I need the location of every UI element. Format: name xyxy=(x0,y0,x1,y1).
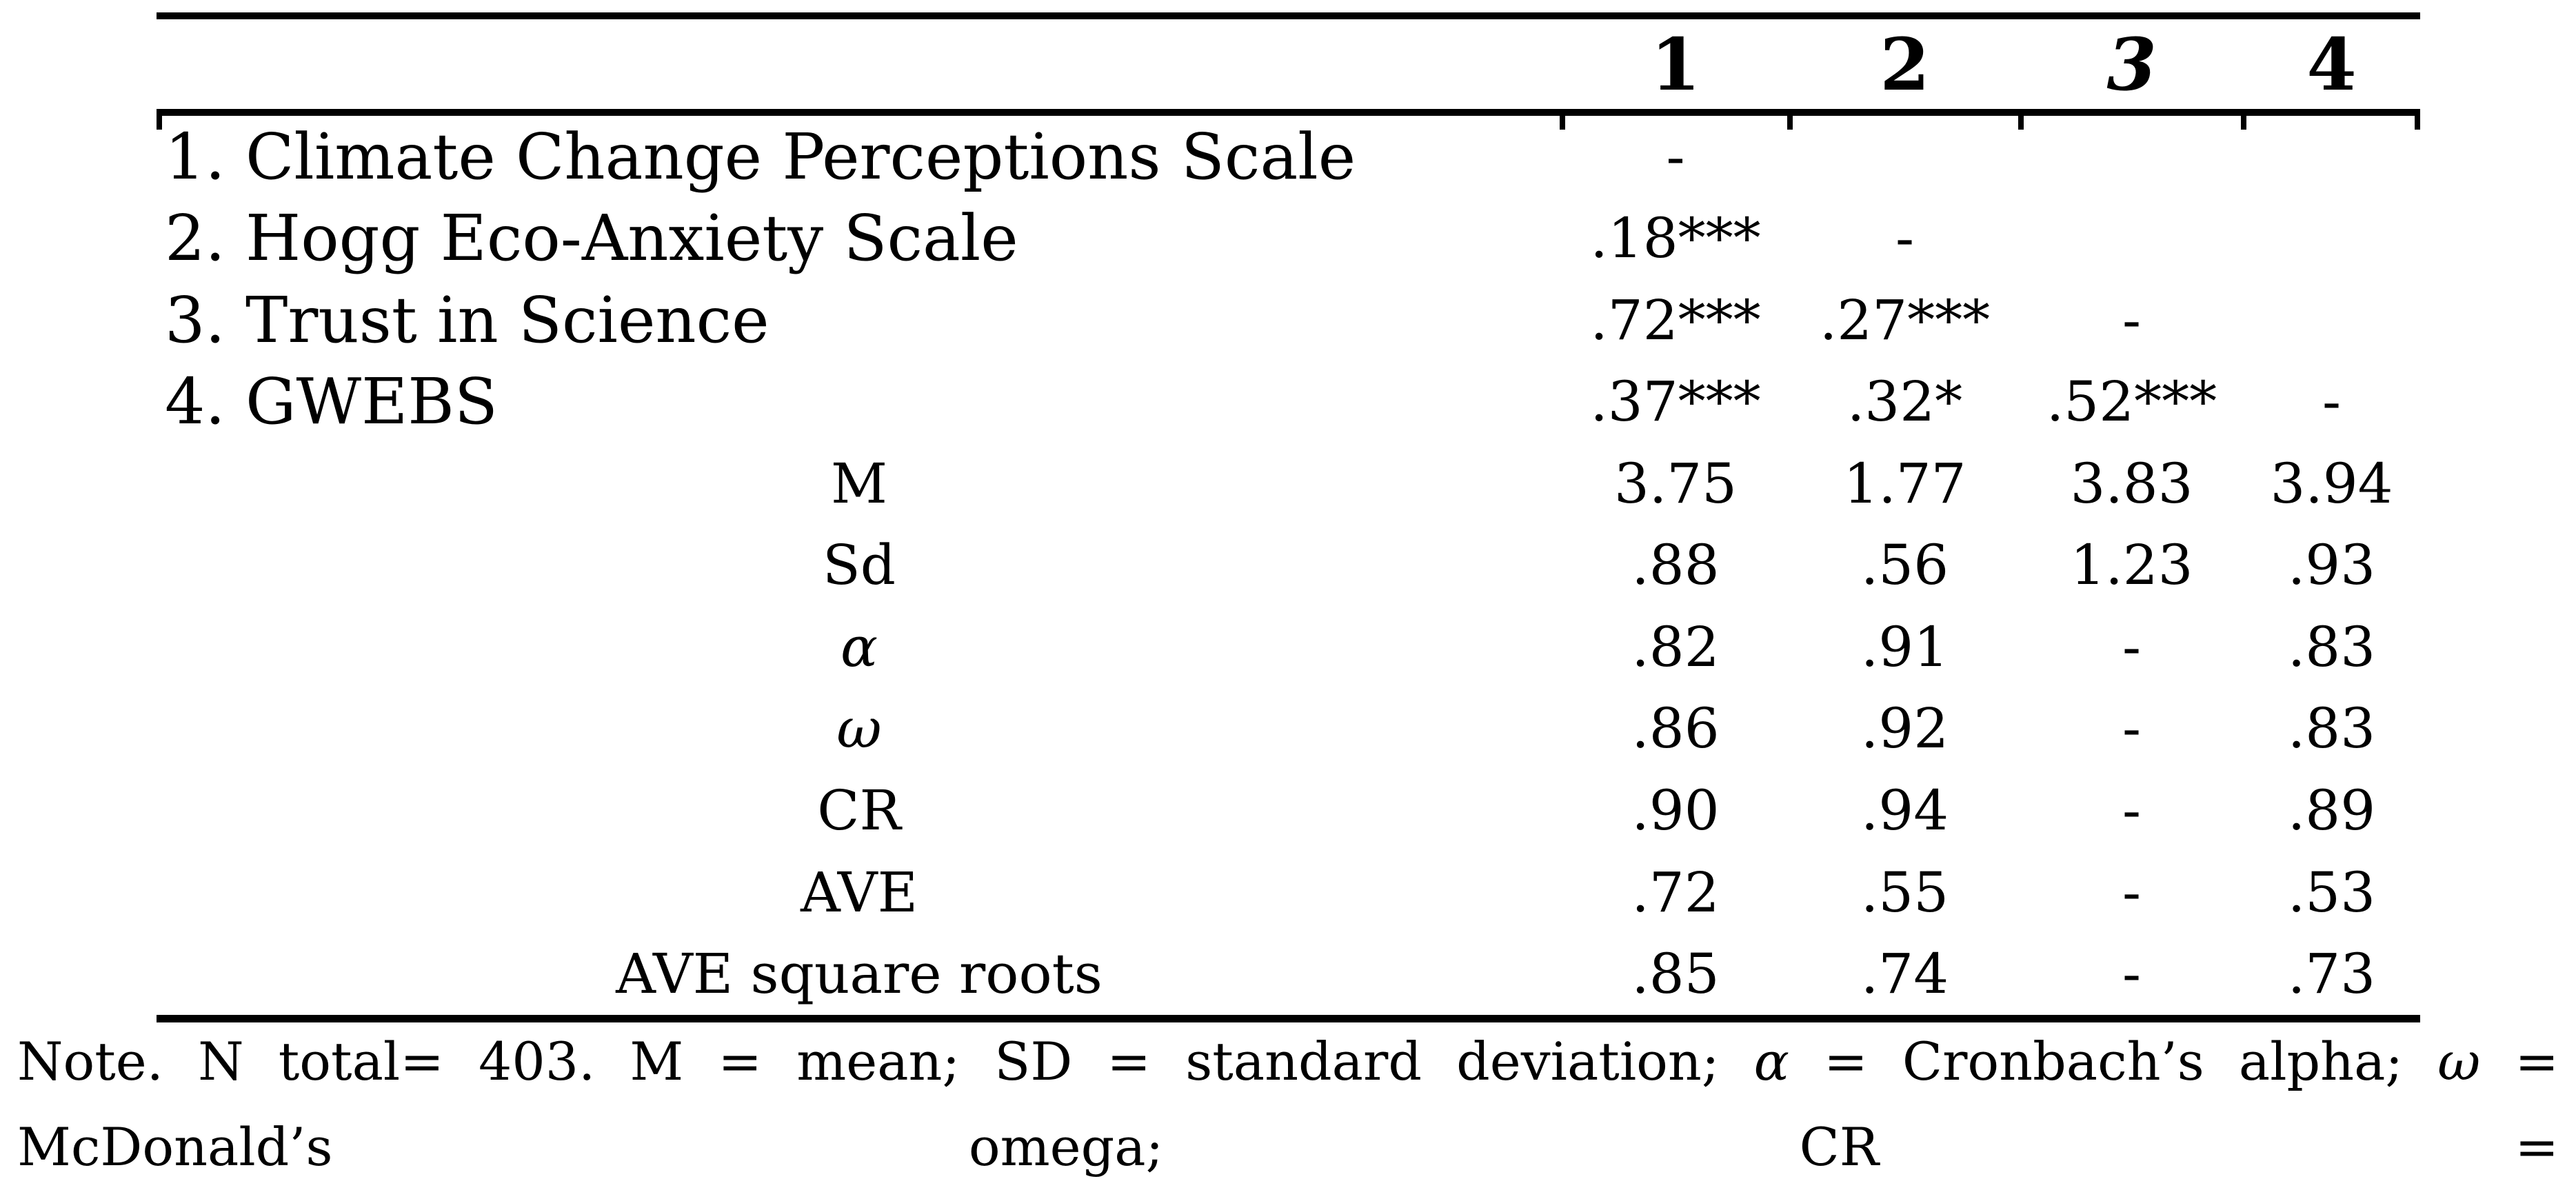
column-header-2: 2 xyxy=(1880,21,1930,107)
cell-value: .88 xyxy=(1631,533,1720,598)
row-label-omega: ω xyxy=(836,696,882,761)
cell-value: - xyxy=(1666,124,1685,189)
table-row: 4. GWEBS .37*** .32* .52*** - xyxy=(157,361,2420,443)
table-row: 2. Hogg Eco-Anxiety Scale .18*** - xyxy=(157,198,2420,280)
table-body: 1. Climate Change Perceptions Scale - 2.… xyxy=(157,116,2420,1015)
cell-value: - xyxy=(2122,288,2142,352)
column-tick xyxy=(2415,116,2420,130)
table-header-row: 1 2 3 4 xyxy=(157,19,2420,109)
note-line-1: Note. N total= 403. M = mean; SD = stand… xyxy=(17,1019,2559,1190)
row-label-sd: Sd xyxy=(822,533,896,598)
table-top-rule xyxy=(157,12,2420,19)
omega-symbol: ω xyxy=(2437,1031,2481,1092)
row-label-mean: M xyxy=(831,451,887,516)
cell-value: .93 xyxy=(2287,533,2376,598)
table-row: 1. Climate Change Perceptions Scale - xyxy=(157,116,2420,198)
cell-value: 3.83 xyxy=(2070,451,2193,516)
cell-value: .83 xyxy=(2287,696,2376,761)
cell-value: .90 xyxy=(1631,778,1720,843)
cell-value: .53 xyxy=(2287,860,2376,925)
cell-value: .56 xyxy=(1860,533,1949,598)
note-text: Note. N total= 403. M = mean; SD = stand… xyxy=(17,1031,1754,1092)
column-tick xyxy=(2018,116,2024,130)
cell-value: 1.77 xyxy=(1843,451,1966,516)
column-tick xyxy=(157,116,162,130)
cell-value: .72*** xyxy=(1590,288,1761,352)
column-tick xyxy=(2241,116,2246,130)
row-label: 1. Climate Change Perceptions Scale xyxy=(165,119,1356,194)
row-label-ave: AVE xyxy=(801,860,918,925)
table-header-rule xyxy=(157,109,2420,116)
cell-value: .73 xyxy=(2287,942,2376,1007)
table-row: AVE .72 .55 - .53 xyxy=(157,851,2420,934)
cell-value: .86 xyxy=(1631,696,1720,761)
table-row: AVE square roots .85 .74 - .73 xyxy=(157,933,2420,1015)
cell-value: 1.23 xyxy=(2070,533,2193,598)
cell-value: .82 xyxy=(1631,614,1720,679)
cell-value: - xyxy=(2122,696,2142,761)
cell-value: .74 xyxy=(1860,942,1949,1007)
cell-value: .27*** xyxy=(1819,288,1991,352)
table-row: CR .90 .94 - .89 xyxy=(157,769,2420,851)
row-label-ave-square-roots: AVE square roots xyxy=(616,942,1103,1007)
table-row: α .82 .91 - .83 xyxy=(157,606,2420,688)
cell-value: - xyxy=(2122,942,2142,1007)
note-text: = McDonald’s omega; CR = xyxy=(17,1031,2559,1178)
cell-value: .52*** xyxy=(2046,370,2217,434)
cell-value: 3.94 xyxy=(2270,451,2393,516)
cell-value: .55 xyxy=(1860,860,1949,925)
cell-value: 3.75 xyxy=(1613,451,1738,516)
table-row: 3. Trust in Science .72*** .27*** - xyxy=(157,279,2420,361)
cell-value: - xyxy=(2122,778,2142,843)
cell-value: .32* xyxy=(1847,370,1963,434)
cell-value: .91 xyxy=(1860,614,1949,679)
alpha-symbol: α xyxy=(1753,1031,1789,1092)
cell-value: .94 xyxy=(1860,778,1949,843)
note-text: = Cronbach’s alpha; xyxy=(1789,1031,2438,1092)
cell-value: - xyxy=(2122,860,2142,925)
cell-value: .85 xyxy=(1631,942,1720,1007)
cell-value: - xyxy=(1895,206,1915,271)
cell-value: .72 xyxy=(1631,860,1720,925)
row-label-cr: CR xyxy=(817,778,901,843)
row-label-alpha: α xyxy=(840,614,878,679)
cell-value: .37*** xyxy=(1590,370,1761,434)
column-tick xyxy=(1560,116,1565,130)
table-row: M 3.75 1.77 3.83 3.94 xyxy=(157,443,2420,525)
cell-value: .83 xyxy=(2287,614,2376,679)
column-header-4: 4 xyxy=(2306,21,2357,107)
table-row: Sd .88 .56 1.23 .93 xyxy=(157,525,2420,607)
table-note: Note. N total= 403. M = mean; SD = stand… xyxy=(17,1019,2559,1190)
column-header-1: 1 xyxy=(1650,21,1701,107)
cell-value: - xyxy=(2122,614,2142,679)
cell-value: .89 xyxy=(2287,778,2376,843)
column-header-3: 3 xyxy=(2106,21,2157,107)
row-label: 3. Trust in Science xyxy=(165,283,769,357)
cell-value: - xyxy=(2322,370,2342,434)
table-row: ω .86 .92 - .83 xyxy=(157,688,2420,770)
row-label: 2. Hogg Eco-Anxiety Scale xyxy=(165,201,1018,276)
column-tick xyxy=(1787,116,1793,130)
cell-value: .92 xyxy=(1860,696,1949,761)
row-label: 4. GWEBS xyxy=(165,365,498,439)
cell-value: .18*** xyxy=(1590,206,1761,271)
table-bottom-rule xyxy=(157,1015,2420,1022)
